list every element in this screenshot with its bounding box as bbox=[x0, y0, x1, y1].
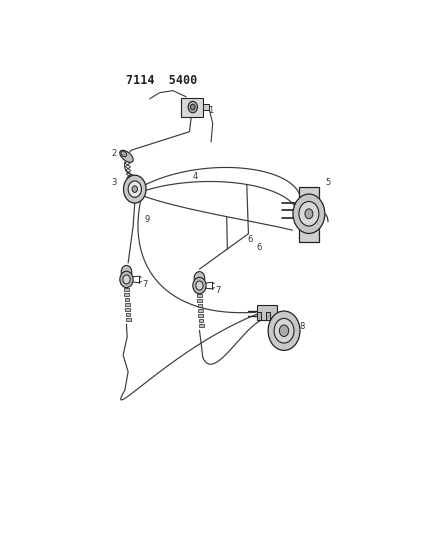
Bar bbox=[125, 293, 129, 296]
Circle shape bbox=[279, 325, 288, 336]
Bar bbox=[124, 288, 129, 292]
Circle shape bbox=[132, 186, 137, 192]
Text: 2: 2 bbox=[112, 149, 117, 158]
Text: 1: 1 bbox=[208, 106, 213, 115]
Circle shape bbox=[188, 101, 197, 113]
Bar bbox=[181, 98, 203, 117]
Text: 4: 4 bbox=[193, 172, 198, 181]
Text: 6: 6 bbox=[247, 236, 253, 245]
Circle shape bbox=[274, 318, 294, 343]
Bar bbox=[198, 309, 203, 312]
Bar bbox=[126, 313, 131, 316]
Ellipse shape bbox=[120, 150, 133, 163]
Circle shape bbox=[123, 275, 130, 284]
Circle shape bbox=[268, 311, 300, 350]
Text: 5: 5 bbox=[325, 178, 331, 187]
Bar bbox=[299, 187, 319, 243]
Bar bbox=[197, 299, 202, 302]
Text: 7: 7 bbox=[143, 280, 148, 289]
Bar bbox=[199, 324, 204, 327]
Ellipse shape bbox=[121, 151, 127, 157]
Circle shape bbox=[305, 209, 313, 219]
Circle shape bbox=[194, 272, 205, 285]
Bar bbox=[126, 318, 131, 321]
Bar bbox=[125, 298, 129, 301]
Circle shape bbox=[120, 271, 133, 288]
Text: 3: 3 bbox=[112, 178, 117, 187]
Circle shape bbox=[293, 194, 325, 233]
Text: 9: 9 bbox=[145, 215, 150, 224]
Bar bbox=[258, 305, 277, 320]
Bar bbox=[199, 319, 203, 322]
Bar bbox=[125, 303, 130, 306]
Circle shape bbox=[190, 104, 195, 110]
Bar bbox=[125, 308, 130, 311]
Text: 7114  5400: 7114 5400 bbox=[127, 74, 198, 87]
Bar bbox=[197, 294, 202, 297]
Text: 7: 7 bbox=[215, 286, 221, 295]
Bar bbox=[199, 314, 203, 317]
Circle shape bbox=[196, 281, 203, 290]
Text: 6: 6 bbox=[256, 243, 262, 252]
Bar bbox=[203, 104, 209, 110]
Bar bbox=[267, 312, 270, 320]
Text: 8: 8 bbox=[299, 322, 304, 330]
Circle shape bbox=[299, 201, 319, 226]
Circle shape bbox=[121, 265, 132, 279]
Bar bbox=[258, 312, 262, 320]
Circle shape bbox=[124, 175, 146, 203]
Circle shape bbox=[193, 277, 206, 294]
Bar bbox=[198, 304, 202, 308]
Circle shape bbox=[128, 181, 141, 197]
